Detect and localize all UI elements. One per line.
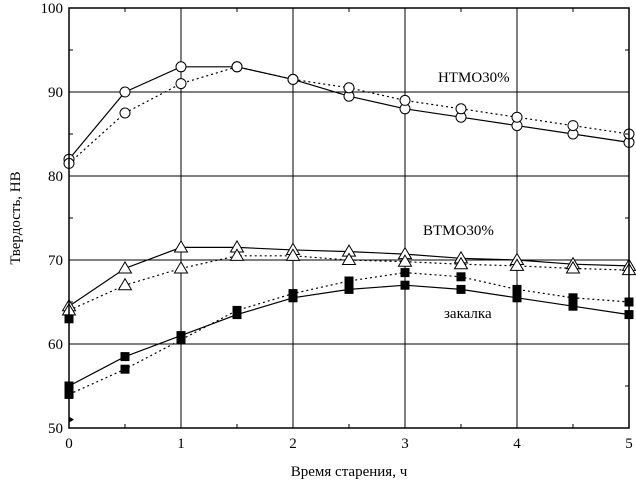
data-point-circle — [231, 61, 243, 73]
series-label-quench: закалка — [444, 306, 492, 322]
data-point-triangle — [285, 248, 301, 261]
data-point-circle — [287, 73, 299, 85]
data-point-circle — [343, 82, 355, 94]
grid — [69, 8, 629, 428]
data-point-square — [512, 284, 522, 294]
axis-ticks: 0 1 2 3 4 5 50 60 70 80 90 100 — [41, 1, 633, 452]
data-point-square — [456, 284, 466, 294]
y-axis-label: Твердость, HB — [8, 171, 24, 264]
series-lines — [68, 66, 630, 395]
data-point-circle — [567, 120, 579, 132]
data-point-triangle — [229, 248, 245, 261]
series-label-htmo: HTMO30% — [438, 70, 510, 86]
data-point-circle — [455, 103, 467, 115]
x-axis-label: Время старения, ч — [291, 464, 408, 480]
data-point-triangle — [117, 277, 133, 291]
data-point-circle — [175, 61, 187, 73]
data-point-square — [176, 335, 186, 345]
y-tick-label: 80 — [48, 169, 63, 185]
data-point-square — [568, 293, 578, 303]
data-point-circle — [119, 86, 131, 98]
data-point-triangle — [565, 260, 581, 274]
x-tick-label: 3 — [401, 436, 409, 452]
data-point-square — [568, 301, 578, 311]
data-point-triangle — [173, 260, 189, 274]
y-tick-label: 100 — [41, 1, 64, 17]
data-point-circle — [511, 111, 523, 123]
data-point-circle — [119, 107, 131, 119]
y-tick-label: 60 — [48, 337, 63, 353]
x-tick-label: 0 — [65, 436, 73, 452]
data-point-circle — [175, 78, 187, 90]
data-point-triangle — [341, 252, 357, 266]
series-label-btmo: BTMO30% — [423, 223, 494, 239]
data-point-square — [120, 352, 130, 362]
data-point-triangle — [397, 254, 413, 267]
y-tick-label: 90 — [48, 85, 63, 101]
series-line-4 — [68, 255, 630, 311]
x-tick-label: 5 — [625, 436, 633, 452]
data-point-square — [512, 293, 522, 303]
data-point-triangle — [173, 239, 189, 253]
data-point-triangle — [509, 258, 525, 271]
data-point-square — [120, 364, 130, 374]
series-line-5 — [68, 284, 630, 387]
data-point-square — [232, 305, 242, 315]
series-line-1 — [68, 66, 630, 160]
x-tick-label: 4 — [513, 436, 521, 452]
data-point-diamond — [69, 416, 74, 423]
data-point-triangle — [453, 256, 469, 270]
data-point-square — [344, 276, 354, 286]
y-tick-label: 70 — [48, 253, 63, 269]
data-point-circle — [399, 94, 411, 106]
y-tick-label: 50 — [48, 421, 63, 437]
series-line-2 — [68, 66, 630, 164]
data-point-square — [288, 289, 298, 299]
x-tick-label: 2 — [289, 436, 297, 452]
data-point-square — [344, 284, 354, 294]
data-point-square — [400, 268, 410, 278]
data-point-square — [400, 280, 410, 290]
data-point-square — [456, 272, 466, 282]
plot-frame — [68, 7, 630, 429]
x-tick-label: 1 — [177, 436, 185, 452]
data-point-triangle — [117, 260, 133, 274]
data-markers — [61, 61, 636, 423]
